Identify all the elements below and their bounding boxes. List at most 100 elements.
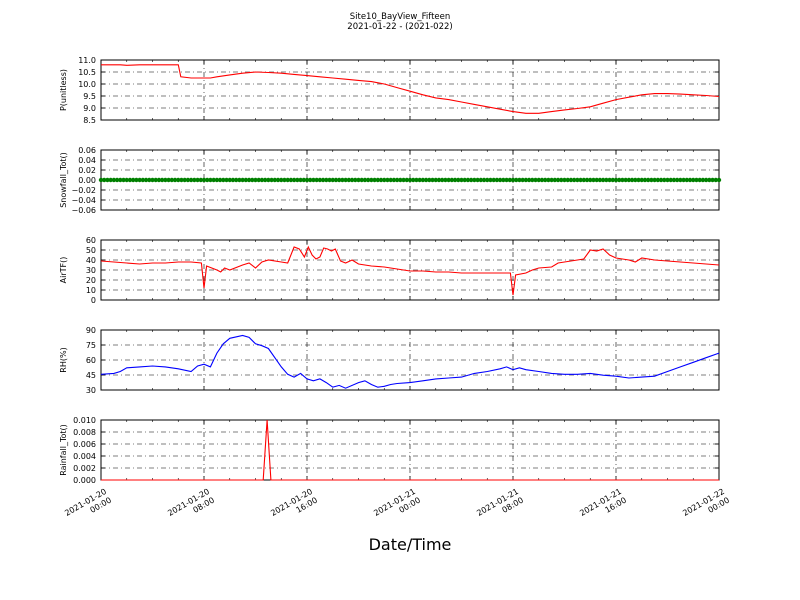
series-point [269, 177, 274, 183]
series-point [439, 177, 445, 183]
series-point [655, 177, 661, 183]
series-point [671, 177, 677, 183]
series-point [594, 177, 599, 183]
series-point [658, 177, 664, 183]
series-point [140, 177, 146, 183]
series-point [417, 177, 422, 183]
series-point [542, 177, 548, 183]
series-point [620, 177, 625, 183]
series-point [662, 177, 667, 183]
series-point [401, 177, 406, 183]
series-line [100, 245, 720, 296]
series-point [536, 177, 541, 183]
series-point [691, 177, 696, 183]
series-point [597, 177, 603, 183]
x-tick-label: 2021-01-2200:00 [681, 487, 731, 527]
series-point [501, 177, 506, 183]
series-point [124, 177, 129, 183]
x-axis-label: Date/Time [369, 535, 452, 554]
y-tick-label: 20 [86, 276, 96, 285]
series-point [114, 177, 120, 183]
series-point [266, 177, 271, 183]
series-point [578, 177, 583, 183]
series-point [233, 177, 239, 183]
series-point [411, 177, 416, 183]
series-point [246, 177, 252, 183]
series-point [613, 177, 619, 183]
y-axis-label: RH(%) [59, 347, 68, 372]
series-point [262, 177, 268, 183]
series-point [571, 177, 577, 183]
series-point [134, 177, 139, 183]
series-point [604, 177, 609, 183]
series-point [694, 177, 699, 183]
y-tick-label: 0.002 [73, 464, 96, 473]
series-point [330, 177, 335, 183]
series-point [462, 177, 467, 183]
series-point [497, 177, 503, 183]
series-point [320, 177, 326, 183]
series-point [166, 177, 171, 183]
series-point [288, 177, 294, 183]
series-point [285, 177, 290, 183]
panel-4: 30 45 60 75 90 RH(%) [59, 326, 720, 395]
series-point [600, 177, 606, 183]
series-point [275, 177, 281, 183]
series-point [488, 177, 493, 183]
y-tick-label: 10.5 [78, 68, 96, 77]
series-point [494, 177, 500, 183]
series-point [121, 177, 126, 183]
series-point [584, 177, 590, 183]
series-point [449, 177, 455, 183]
series-point [639, 177, 644, 183]
series-point [468, 177, 474, 183]
series-point [568, 177, 574, 183]
y-tick-label: −0.06 [71, 206, 96, 215]
series-point [388, 177, 393, 183]
series-point [317, 177, 323, 183]
series-point [349, 177, 355, 183]
chart-title: Site10_BayView_Fifteen [350, 12, 451, 22]
y-tick-label: 50 [86, 246, 96, 255]
series-point [716, 177, 722, 183]
series-point [314, 177, 319, 183]
series-point [102, 177, 107, 183]
series-point [700, 177, 706, 183]
x-tick-label: 2021-01-2016:00 [269, 487, 319, 527]
series-point [237, 177, 242, 183]
series-point [507, 177, 512, 183]
y-tick-label: 0.04 [78, 156, 96, 165]
series-point [633, 177, 638, 183]
series-point [156, 177, 162, 183]
series-point [504, 177, 509, 183]
series-point [562, 177, 567, 183]
series-point [414, 177, 419, 183]
series-point [581, 177, 587, 183]
series-point [623, 177, 628, 183]
series-point [308, 177, 313, 183]
y-axis-label: AirTF() [59, 257, 68, 284]
x-tick-label: 2021-01-2100:00 [372, 487, 422, 527]
series-point [394, 177, 400, 183]
series-point [333, 177, 339, 183]
y-tick-label: 0.010 [73, 416, 96, 425]
panel-2: −0.06−0.04−0.020.000.020.040.06 Snowfall_… [59, 146, 722, 215]
x-tick-label: 2021-01-2000:00 [63, 487, 113, 527]
series-point [127, 177, 133, 183]
series-point [153, 177, 158, 183]
series-point [610, 177, 615, 183]
series-point [362, 177, 368, 183]
series-point [514, 177, 519, 183]
series-point [475, 177, 480, 183]
series-point [369, 177, 374, 183]
series-point [147, 177, 152, 183]
series-point [629, 177, 635, 183]
series-point [137, 177, 142, 183]
series-point [217, 177, 223, 183]
series-point [433, 177, 438, 183]
series-point [179, 177, 184, 183]
series-point [645, 177, 651, 183]
chart-panels: 8.59.09.510.010.511.0P(unitless)−0.06−0.… [59, 56, 722, 485]
y-tick-label: 90 [86, 326, 96, 335]
series-point [523, 177, 529, 183]
